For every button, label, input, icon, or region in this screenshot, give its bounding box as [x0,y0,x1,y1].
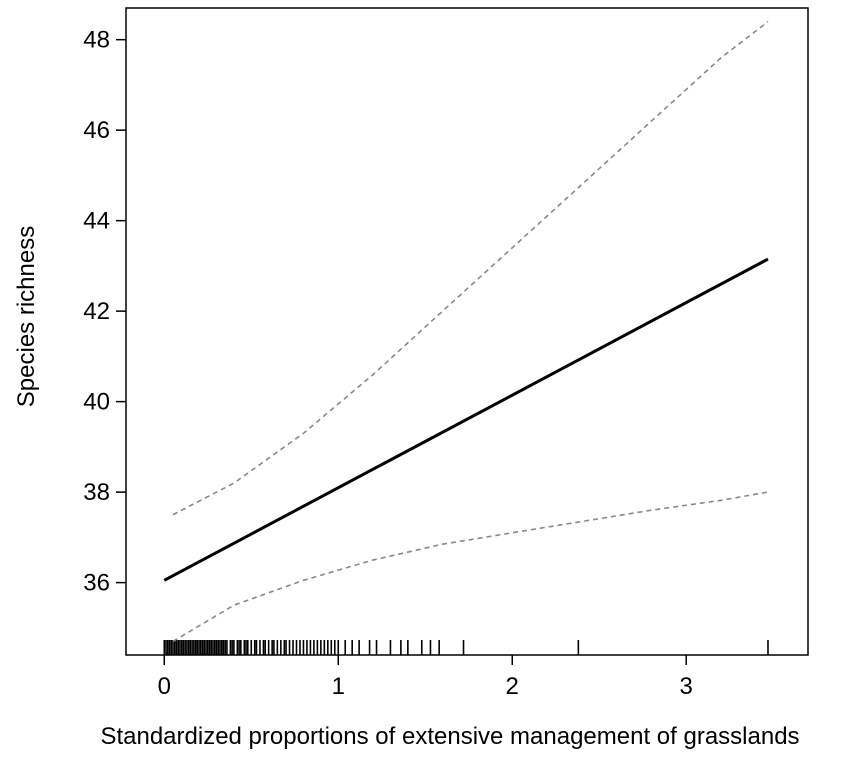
series-lines [163,20,769,643]
rug-marks [163,640,769,655]
y-tick-label: 46 [83,117,110,144]
y-axis-title: Species richness [13,226,40,407]
plot-frame [125,7,809,656]
y-tick-label: 38 [83,479,110,506]
x-tick-label: 0 [158,673,171,700]
y-tick-label: 42 [83,298,110,325]
lower-confidence-line [172,491,769,643]
x-axis-title: Standardized proportions of extensive ma… [100,723,799,750]
x-tick-label: 2 [506,673,519,700]
x-tick-label: 1 [332,673,345,700]
x-axis: 0 1 2 3 [158,655,693,700]
x-tick-label: 3 [680,673,693,700]
upper-confidence-line [172,20,769,516]
fitted-line [163,257,769,582]
y-tick-label: 36 [83,570,110,597]
y-tick-label: 48 [83,27,110,54]
y-tick-label: 40 [83,389,110,416]
y-tick-label: 44 [83,208,110,235]
y-axis: 36 38 40 42 44 46 48 [83,27,126,597]
